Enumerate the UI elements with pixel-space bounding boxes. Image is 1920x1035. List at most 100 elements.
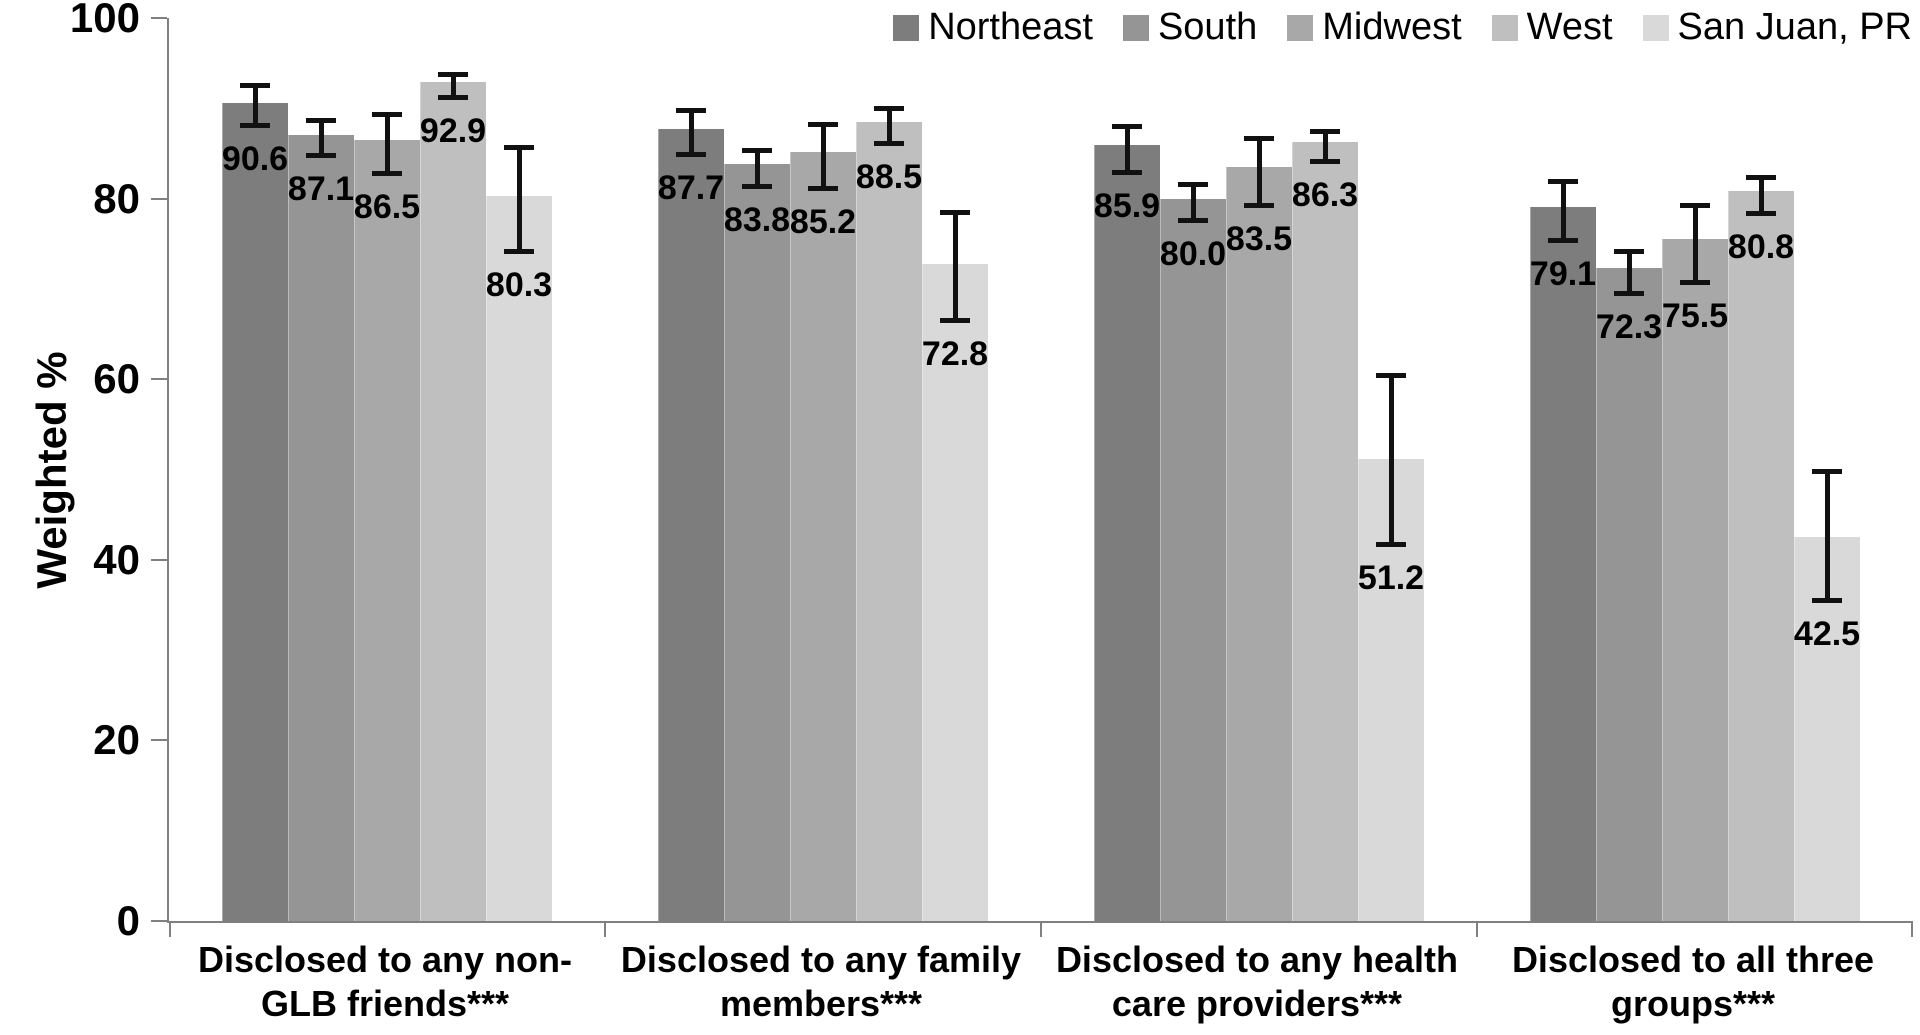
category-label: Disclosed to any health care providers**… [1055,939,1459,1024]
error-bar-cap-bottom [1112,170,1142,176]
error-bar [1626,250,1632,295]
x-tick-mark [1476,923,1478,937]
bar-value-label: 87.7 [657,169,725,208]
error-bar [318,120,324,157]
error-bar [1560,180,1566,242]
bar-value-label: 72.3 [1595,308,1663,347]
y-tick-label: 40 [93,535,140,583]
bar-value-label: 83.5 [1225,219,1293,258]
plot-area: 90.6 87.1 86.5 92.9 80.3 87.7 83.8 85.2 88.5 72.8… [151,17,1913,937]
x-tick-mark [1040,923,1042,937]
legend-label: West [1526,6,1613,48]
error-bar-cap-bottom [1376,542,1406,548]
bar-midwest [354,139,420,921]
error-bar-cap-bottom [1614,291,1644,297]
error-bar-cap-bottom [1548,238,1578,244]
error-bar [1190,184,1196,222]
bar-west [1728,191,1794,921]
error-bar-cap-bottom [240,123,270,129]
category-label: Disclosed to any non- GLB friends*** [197,939,573,1024]
bar-value-label: 87.1 [287,170,355,209]
error-bar-cap-top [1376,372,1406,378]
chart-legend: Northeast South Midwest West San Juan, PR [893,6,1912,49]
error-bar [1692,204,1698,283]
error-bar [688,110,694,156]
error-bar-cap-bottom [1244,202,1274,208]
legend-label: San Juan, PR [1677,6,1912,48]
error-bar-cap-top [1112,124,1142,130]
error-bar [516,147,522,252]
y-tick-label: 60 [93,355,140,403]
bar-midwest [1226,167,1292,921]
error-bar-cap-top [1614,248,1644,254]
error-bar-cap-top [306,118,336,124]
legend-color-swatch [1122,14,1149,41]
bar-san-juan-pr [486,195,552,921]
error-bar [1388,374,1394,546]
error-bar-cap-bottom [438,95,468,101]
bar-west [420,82,486,921]
error-bar-cap-top [372,111,402,117]
bar-south [724,164,790,921]
legend-color-swatch [893,14,920,41]
bar-value-label: 88.5 [855,158,923,197]
error-bar-cap-bottom [1680,279,1710,285]
error-bar-cap-top [1746,174,1776,180]
legend-item: South [1122,6,1257,49]
error-bar [252,84,258,127]
error-bar-cap-top [1548,178,1578,184]
error-bar [450,73,456,99]
legend-item: Midwest [1287,6,1462,49]
bar-value-label: 80.0 [1159,235,1227,274]
error-bar [1824,471,1830,602]
error-bar-cap-top [240,82,270,88]
error-bar-cap-top [1244,136,1274,142]
bar-northeast [658,129,724,921]
legend-item: Northeast [893,6,1093,49]
bar-midwest [790,151,856,921]
legend-label: Northeast [928,6,1093,48]
bar-west [856,121,922,921]
bar-value-label: 85.2 [789,202,857,241]
error-bar-cap-bottom [742,183,772,189]
y-tick-label: 100 [69,0,140,41]
error-bar-cap-bottom [940,318,970,324]
error-bar-cap-top [1178,182,1208,188]
error-bar-cap-bottom [1178,218,1208,224]
bar-west [1292,141,1358,921]
legend-item: West [1491,6,1613,49]
y-tick-mark [151,739,167,742]
error-bar-cap-top [808,121,838,127]
bar-value-label: 86.3 [1291,175,1359,214]
x-tick-mark [604,923,606,937]
y-tick-label: 20 [93,716,140,764]
y-tick-mark [151,558,167,561]
error-bar [1758,176,1764,214]
error-bar-cap-bottom [504,248,534,254]
y-tick-mark [151,197,167,200]
error-bar-cap-bottom [1310,158,1340,164]
bar-value-label: 75.5 [1661,296,1729,335]
bar-value-label: 83.8 [723,200,791,239]
error-bar-cap-bottom [874,141,904,147]
error-bar [1256,138,1262,206]
error-bar-cap-top [1680,202,1710,208]
bar-value-label: 79.1 [1529,255,1597,294]
bar-south [1160,198,1226,921]
error-bar-cap-bottom [372,171,402,177]
bar-northeast [1530,206,1596,921]
legend-label: Midwest [1322,6,1462,48]
error-bar-cap-top [940,210,970,216]
error-bar [886,108,892,145]
legend-color-swatch [1287,14,1314,41]
error-bar [384,113,390,175]
bar-value-label: 86.5 [353,188,421,227]
x-tick-mark [169,923,171,937]
category-label: Disclosed to any family members*** [620,939,1022,1024]
error-bar [1124,126,1130,174]
bar-value-label: 72.8 [921,335,989,374]
error-bar-cap-top [504,145,534,151]
y-tick-label: 0 [116,897,140,944]
error-bar-cap-bottom [1812,598,1842,604]
legend-item: San Juan, PR [1642,6,1912,49]
